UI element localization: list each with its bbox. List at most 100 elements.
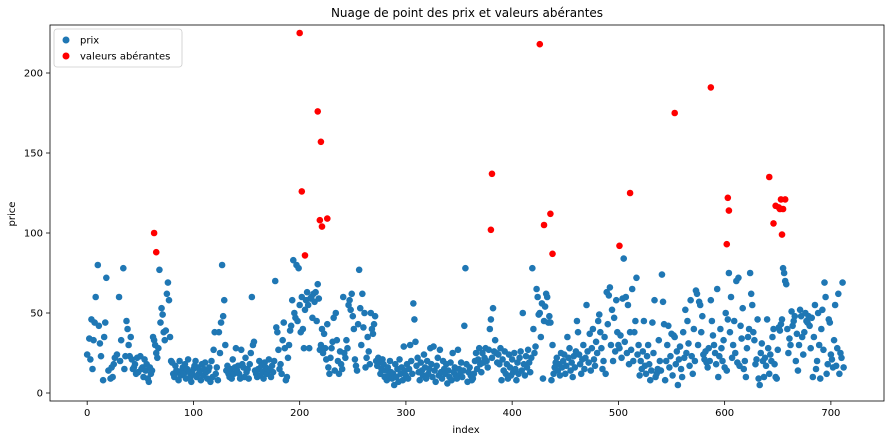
data-point xyxy=(713,285,721,293)
data-point xyxy=(478,368,485,376)
data-point xyxy=(828,356,836,363)
data-point xyxy=(616,242,623,250)
data-point xyxy=(89,365,96,373)
data-point xyxy=(283,373,291,381)
data-point xyxy=(298,188,306,195)
data-point xyxy=(265,356,273,363)
data-point xyxy=(583,301,590,309)
data-point xyxy=(582,354,589,362)
data-point xyxy=(683,349,690,357)
data-point xyxy=(155,344,162,352)
data-point xyxy=(599,365,606,373)
data-point xyxy=(724,194,732,202)
data-point xyxy=(597,328,604,336)
x-tick-label: 200 xyxy=(290,408,309,419)
data-point xyxy=(361,309,368,317)
data-point xyxy=(723,367,731,374)
data-point xyxy=(635,341,642,349)
data-point xyxy=(618,354,625,362)
data-point xyxy=(166,333,174,341)
data-point xyxy=(445,367,452,374)
data-point xyxy=(519,309,527,317)
data-point xyxy=(512,365,519,373)
data-point xyxy=(839,279,846,286)
data-point xyxy=(125,341,132,349)
data-point xyxy=(612,296,620,304)
data-point xyxy=(737,322,744,330)
data-point xyxy=(642,370,650,378)
data-point xyxy=(127,333,135,341)
data-point xyxy=(436,346,444,354)
data-point xyxy=(152,248,160,256)
data-point xyxy=(304,301,312,309)
data-point xyxy=(429,373,436,381)
data-point xyxy=(386,357,394,365)
data-point xyxy=(145,378,153,386)
data-point xyxy=(406,341,414,349)
data-point xyxy=(417,359,425,366)
x-tick-label: 500 xyxy=(609,408,628,419)
y-tick-label: 0 xyxy=(37,389,43,400)
data-point xyxy=(704,364,711,371)
data-point xyxy=(627,346,635,354)
data-point xyxy=(277,360,284,368)
data-point xyxy=(359,290,366,298)
data-point xyxy=(356,304,364,312)
data-point xyxy=(346,296,353,304)
data-point xyxy=(820,346,827,354)
data-point xyxy=(99,376,107,384)
data-point xyxy=(620,255,628,262)
data-point xyxy=(833,344,841,352)
data-point xyxy=(530,325,537,333)
data-point xyxy=(534,293,541,301)
data-point xyxy=(117,336,125,344)
data-point xyxy=(604,320,612,328)
data-point xyxy=(761,354,769,362)
data-point xyxy=(549,250,556,258)
data-point xyxy=(709,332,717,339)
data-point xyxy=(659,298,667,306)
data-point xyxy=(323,215,331,222)
data-point xyxy=(517,348,524,355)
data-point xyxy=(748,301,756,309)
data-point xyxy=(355,266,363,274)
data-point xyxy=(726,328,734,336)
data-point xyxy=(521,372,529,379)
data-point xyxy=(811,301,819,309)
data-point xyxy=(454,346,462,354)
data-point xyxy=(696,301,704,309)
data-point xyxy=(351,356,359,363)
data-point xyxy=(792,357,800,365)
data-point xyxy=(416,376,424,384)
data-point xyxy=(824,360,831,368)
y-tick-label: 150 xyxy=(24,149,43,160)
data-point xyxy=(665,322,672,330)
data-point xyxy=(691,357,699,365)
data-point xyxy=(722,309,729,317)
data-point xyxy=(645,360,653,368)
data-point xyxy=(727,293,735,301)
data-point xyxy=(756,381,763,389)
data-point xyxy=(628,285,636,293)
data-point xyxy=(754,316,761,323)
data-point xyxy=(590,356,598,363)
data-point xyxy=(294,317,301,325)
data-point xyxy=(575,351,583,358)
data-point xyxy=(640,317,648,325)
data-point xyxy=(232,344,240,352)
data-point xyxy=(662,357,670,365)
data-point xyxy=(338,365,346,373)
data-point xyxy=(109,373,116,381)
data-point xyxy=(546,312,553,320)
data-point xyxy=(448,376,455,384)
data-point xyxy=(275,346,282,354)
data-point xyxy=(629,357,637,365)
legend-marker xyxy=(62,36,70,44)
data-point xyxy=(764,344,772,352)
data-point xyxy=(617,332,624,339)
data-point xyxy=(648,367,655,374)
data-point xyxy=(740,365,748,373)
data-point xyxy=(724,316,732,323)
data-point xyxy=(718,344,725,352)
data-point xyxy=(516,354,523,362)
